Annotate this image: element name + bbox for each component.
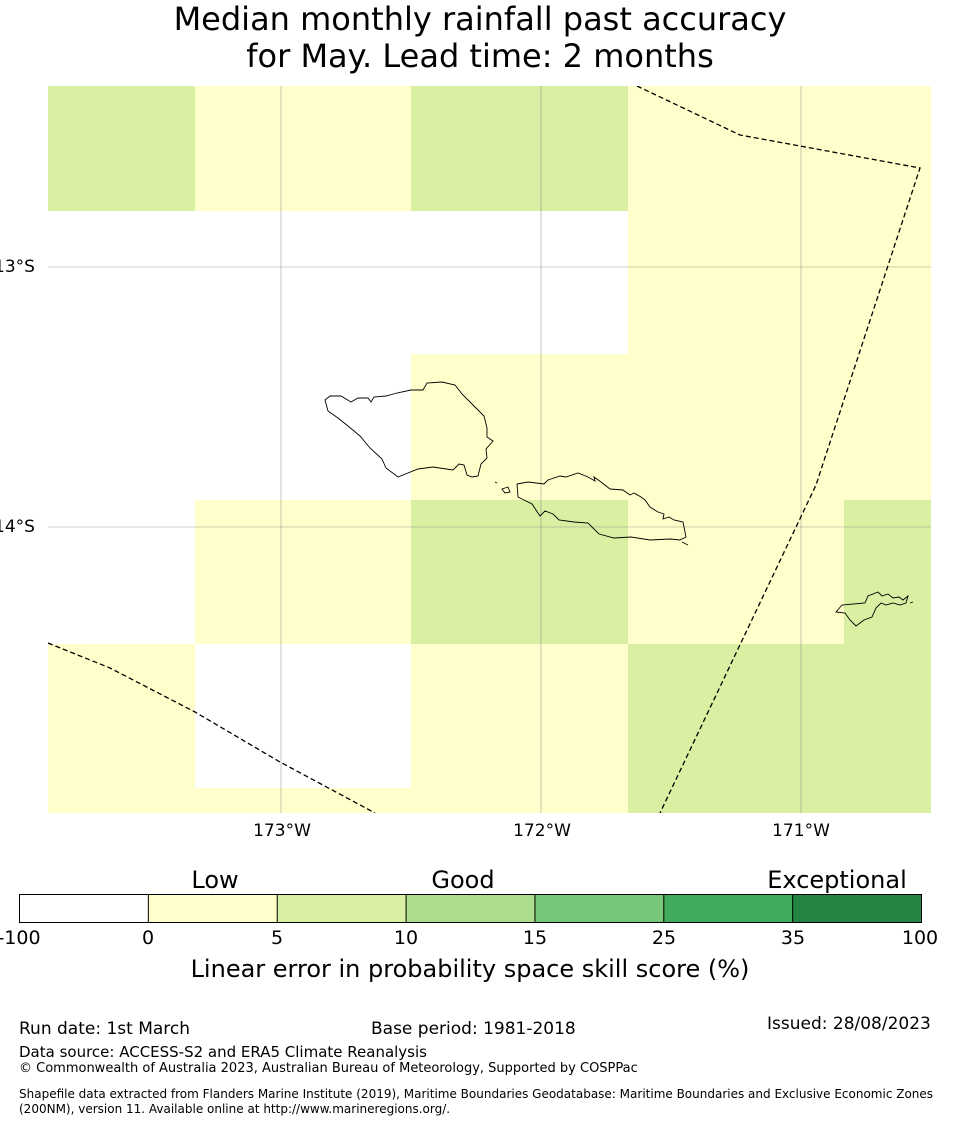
data-source: Data source: ACCESS-S2 and ERA5 Climate … — [19, 1043, 427, 1061]
skill-cell — [48, 86, 195, 211]
lon-label-172w: 172°W — [513, 821, 571, 841]
lon-label-173w: 173°W — [253, 821, 311, 841]
colorbar-tick-label: 35 — [780, 927, 806, 949]
skill-cell — [411, 354, 628, 500]
tutuila-island — [835, 591, 914, 627]
base-period: Base period: 1981-2018 — [371, 1019, 576, 1039]
colorbar-segment — [19, 894, 149, 923]
gridlines — [48, 86, 931, 813]
skill-cell — [195, 788, 411, 813]
maritime-boundary — [636, 86, 921, 813]
legend-category-exceptional: Exceptional — [767, 866, 907, 894]
skill-cell — [411, 644, 628, 813]
colorbar-segment — [663, 894, 793, 923]
skill-cell — [628, 500, 844, 644]
small-island — [681, 541, 689, 546]
colorbar-segment — [406, 894, 535, 923]
skill-cell — [195, 86, 411, 211]
colorbar-segment — [148, 894, 278, 923]
colorbar-segment — [792, 894, 922, 923]
skill-cell — [195, 500, 411, 644]
skill-cell — [411, 500, 628, 644]
legend-category-good: Good — [431, 866, 495, 894]
small-island — [494, 481, 511, 494]
lat-label-13s: 13°S — [0, 257, 35, 277]
skill-cell — [411, 86, 628, 211]
colorbar-tick-label: 10 — [393, 927, 419, 949]
colorbar-tick-label: -100 — [0, 927, 41, 949]
shapefile-credit: Shapefile data extracted from Flanders M… — [19, 1087, 934, 1116]
colorbar-segment — [534, 894, 664, 923]
colorbar-tick-label: 15 — [522, 927, 548, 949]
chart-title-line1: Median monthly rainfall past accuracy — [173, 0, 787, 38]
colorbar-tick-label: 100 — [901, 927, 939, 949]
savaii-island — [324, 381, 494, 478]
legend-category-low: Low — [191, 866, 239, 894]
chart-title-line2: for May. Lead time: 2 months — [246, 37, 714, 75]
skill-cell — [628, 86, 931, 500]
issued-date: Issued: 28/08/2023 — [767, 1014, 931, 1034]
colorbar-tick-label: 5 — [270, 927, 284, 949]
colorbar-tick-label: 25 — [651, 927, 677, 949]
colorbar-title: Linear error in probability space skill … — [190, 955, 750, 983]
lat-label-14s: 14°S — [0, 517, 35, 537]
colorbar-segment — [277, 894, 407, 923]
maritime-boundary — [48, 642, 376, 813]
lon-label-171w: 171°W — [772, 821, 830, 841]
skill-cell — [844, 500, 931, 644]
upolu-island — [516, 472, 687, 541]
skill-cell — [48, 644, 195, 813]
colorbar — [19, 894, 922, 923]
run-date: Run date: 1st March — [19, 1019, 191, 1039]
copyright: © Commonwealth of Australia 2023, Austra… — [19, 1061, 638, 1076]
skill-cell — [628, 644, 931, 813]
colorbar-tick-label: 0 — [141, 927, 155, 949]
